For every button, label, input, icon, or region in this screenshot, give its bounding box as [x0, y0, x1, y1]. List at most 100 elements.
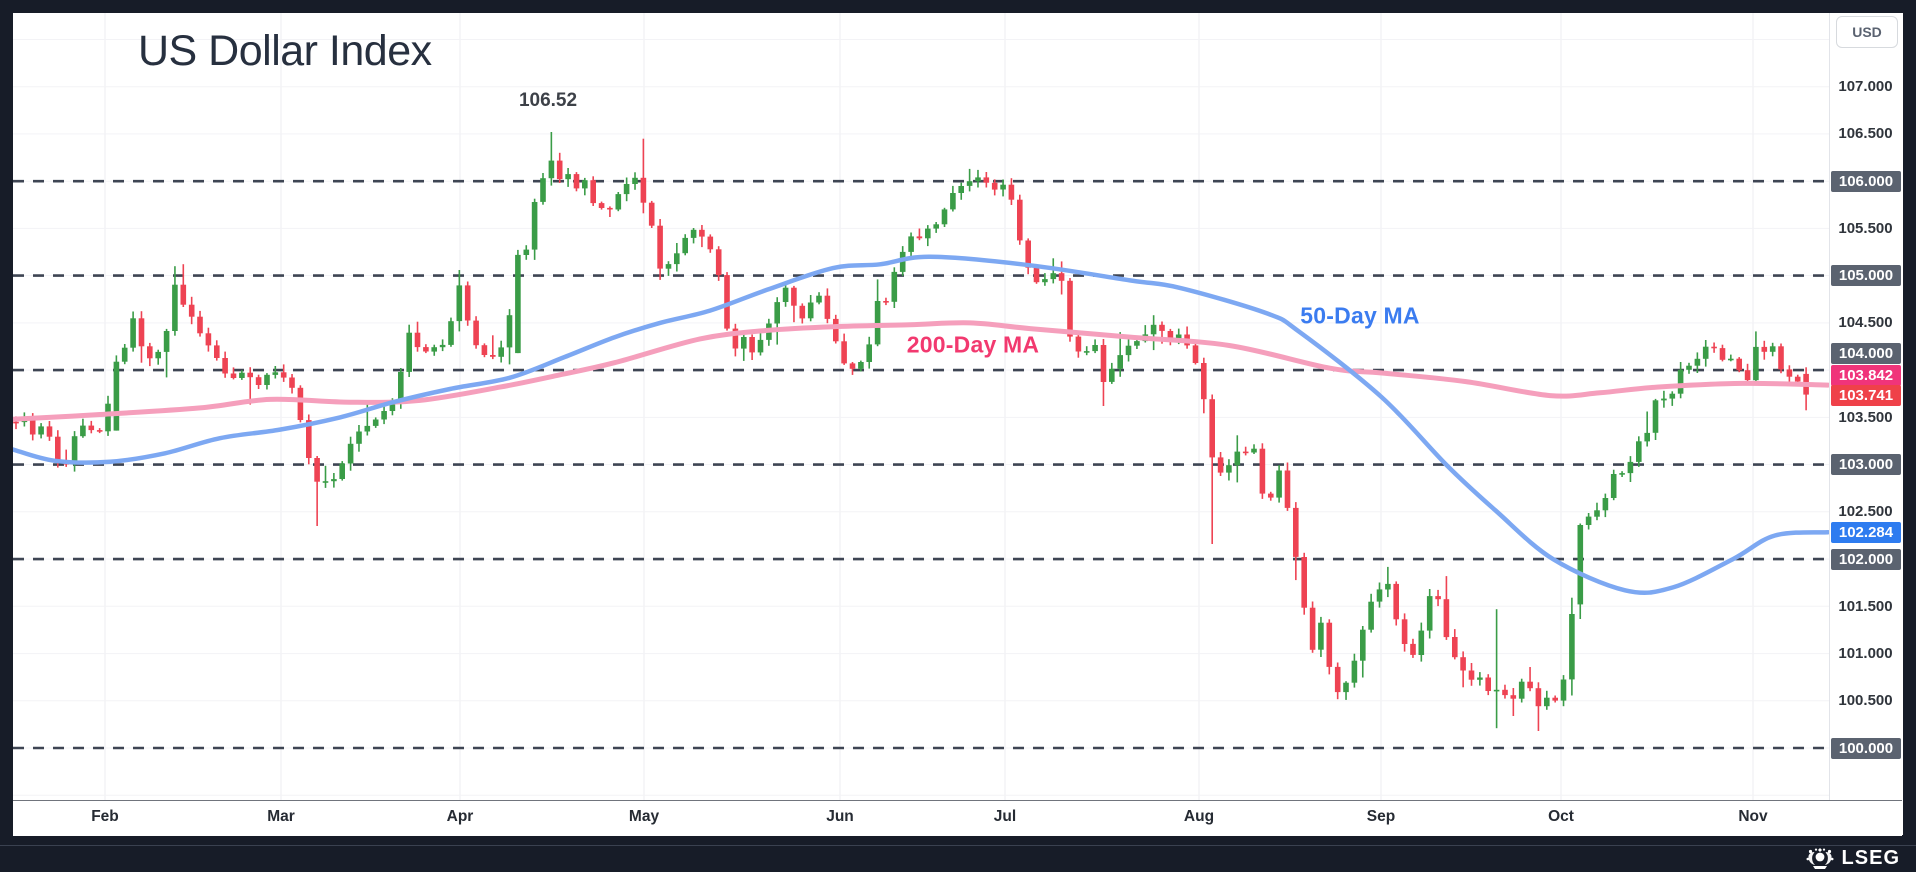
candle-body — [464, 285, 471, 321]
candle-body — [155, 351, 161, 359]
candle-body — [1744, 370, 1751, 381]
candle-body — [573, 174, 580, 189]
candle-body — [1000, 184, 1006, 190]
candle-body — [1293, 507, 1299, 557]
currency-unit-button[interactable]: USD — [1836, 16, 1898, 48]
candle-body — [1318, 622, 1324, 650]
candle-body — [1694, 358, 1701, 366]
candle-body — [1268, 493, 1274, 498]
candle-body — [255, 377, 262, 385]
candle-body — [615, 194, 622, 210]
candle-body — [849, 363, 856, 369]
price-tick-label: 106.500 — [1838, 125, 1893, 142]
candle-body — [456, 285, 463, 322]
candle-body — [1577, 525, 1584, 605]
price-badge-pink: 103.842 — [1831, 365, 1901, 386]
candle-body — [657, 225, 663, 269]
plot-area[interactable] — [13, 13, 1829, 800]
candle-body — [1025, 240, 1031, 268]
candle-body — [749, 337, 755, 353]
candle-body — [515, 254, 521, 354]
candle-body — [1017, 199, 1023, 241]
candle-body — [1786, 369, 1793, 377]
candle-body — [247, 372, 253, 378]
candle-body — [1259, 448, 1266, 494]
candle-body — [1711, 346, 1717, 349]
candle-body — [1794, 376, 1801, 382]
candle-body — [1560, 679, 1567, 701]
candle-body — [891, 271, 898, 302]
candle-body — [322, 481, 329, 483]
candle-body — [1343, 682, 1349, 693]
candle-body — [1619, 473, 1625, 475]
candle-body — [205, 333, 212, 346]
candle-body — [607, 207, 613, 210]
candle-body — [816, 295, 822, 303]
candle-body — [732, 328, 739, 349]
candle-body — [807, 302, 814, 319]
candle-body — [423, 347, 429, 352]
candle-body — [741, 337, 747, 349]
price-badge-gray: 104.000 — [1831, 343, 1901, 364]
price-tick-label: 103.500 — [1838, 409, 1893, 426]
candle-body — [1569, 614, 1575, 680]
candle-body — [824, 295, 831, 319]
candle-body — [1301, 557, 1307, 608]
candle-body — [289, 377, 295, 388]
candle-body — [506, 315, 513, 348]
candle-body — [71, 436, 78, 465]
candle-body — [406, 332, 412, 372]
candle-body — [138, 318, 145, 347]
candle-body — [498, 347, 504, 357]
candle-body — [314, 458, 320, 482]
candle-body — [598, 203, 605, 208]
candle-body — [80, 425, 86, 437]
candle-body — [306, 420, 312, 458]
candle-body — [715, 249, 722, 276]
candle-body — [1502, 689, 1508, 696]
candle-body — [347, 443, 354, 464]
candle-body — [1083, 351, 1090, 353]
price-axis[interactable] — [1829, 13, 1903, 835]
candle-body — [682, 237, 688, 254]
candle-body — [858, 362, 864, 369]
candle-body — [958, 186, 964, 193]
candle-body — [13, 421, 19, 424]
candle-body — [1418, 630, 1425, 655]
price-tick-label: 105.500 — [1838, 220, 1893, 237]
candle-body — [1376, 589, 1383, 602]
candle-body — [172, 284, 178, 331]
candle-body — [1100, 345, 1107, 382]
candle-body — [1201, 363, 1207, 400]
time-axis[interactable] — [13, 800, 1902, 836]
price-tick-label: 100.500 — [1838, 692, 1893, 709]
candle-body — [941, 209, 948, 225]
candle-body — [1602, 498, 1609, 511]
candle-body — [883, 301, 889, 303]
month-label: May — [628, 808, 660, 825]
candle-body — [774, 302, 780, 324]
candle-body — [531, 202, 538, 250]
candle-body — [556, 160, 563, 180]
candle-body — [180, 284, 187, 305]
candle-body — [1334, 666, 1341, 693]
candle-body — [1728, 358, 1734, 361]
candle-body — [648, 202, 655, 226]
candle-body — [1677, 369, 1684, 394]
candle-body — [147, 346, 153, 359]
candle-body — [1150, 324, 1157, 335]
candle-body — [1217, 457, 1224, 473]
candle-body — [1075, 336, 1082, 352]
candle-body — [1159, 324, 1165, 331]
price-badge-gray: 105.000 — [1831, 265, 1901, 286]
candle-body — [1686, 365, 1692, 370]
candle-body — [96, 430, 103, 432]
candle-body — [582, 180, 588, 189]
lseg-crest-icon — [1806, 848, 1834, 869]
ma50-line — [13, 254, 1829, 596]
candle-body — [1594, 510, 1600, 517]
month-label: Oct — [1548, 808, 1574, 825]
candle-body — [1652, 400, 1659, 433]
candle-body — [991, 182, 998, 190]
candle-body — [1242, 451, 1249, 454]
